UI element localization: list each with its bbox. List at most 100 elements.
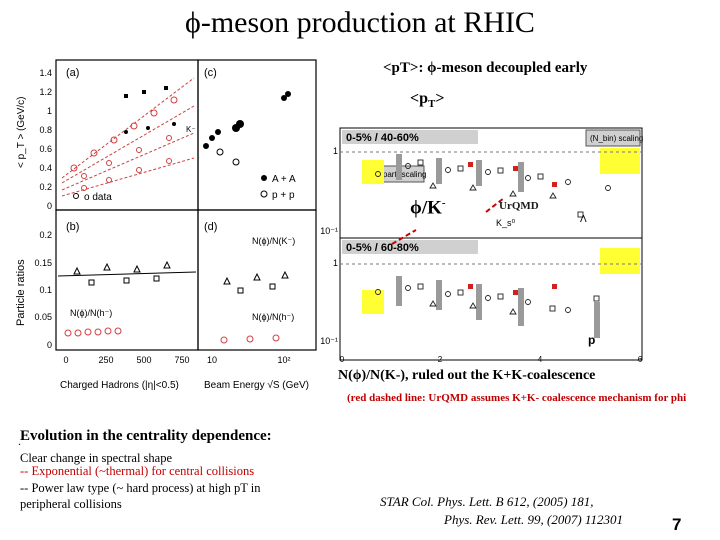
xtick: 10 bbox=[207, 355, 217, 365]
evolution-line-3: -- Power law type (~ hard process) at hi… bbox=[20, 481, 261, 495]
xlabel-charged-hadrons: Charged Hadrons (|η|<0.5) bbox=[60, 380, 179, 391]
red-dashed-note: (red dashed line: UrQMD assumes K+K- coa… bbox=[347, 392, 687, 404]
ytick: 0 bbox=[47, 340, 52, 350]
phi-over-k-sup: - bbox=[441, 197, 446, 209]
phi-over-k-text: ϕ/K bbox=[410, 197, 442, 219]
panel-a-curves bbox=[61, 77, 195, 197]
ytick: 0.2 bbox=[39, 230, 52, 240]
ytick: 1 bbox=[47, 106, 52, 116]
right-figure: 0-5% / 40-60% 0-5% / 60-80% (N_bin) scal… bbox=[318, 126, 648, 364]
left-figure: (a) (c) (b) (d) < p_T > (GeV/c) Particle… bbox=[14, 58, 334, 403]
xtick: 750 bbox=[174, 355, 189, 365]
legend-aa-marker bbox=[261, 175, 267, 181]
legend-phi-h-d: N(ϕ)/N(h⁻) bbox=[252, 312, 294, 322]
panel-d-red-points bbox=[220, 334, 280, 344]
ylabel-mean-pt: < p_T > (GeV/c) bbox=[16, 96, 27, 168]
panel-c-points bbox=[203, 91, 291, 166]
red-dashed-arrow-1 bbox=[391, 229, 417, 245]
xtick: 250 bbox=[98, 355, 113, 365]
ytick: 0 bbox=[47, 201, 52, 211]
legend-phi-k: N(ϕ)/N(K⁻) bbox=[252, 236, 295, 246]
subtitle-mean-pt: <pT> bbox=[410, 90, 444, 110]
bottom-yticks: 0.2 0.15 0.1 0.05 0 bbox=[34, 230, 52, 350]
panel-b-red-points bbox=[64, 327, 122, 337]
legend-data: o data bbox=[84, 192, 112, 203]
ytick: 0.8 bbox=[39, 125, 52, 135]
ytick: 0.15 bbox=[34, 258, 52, 268]
legend-pp: p + p bbox=[272, 190, 295, 201]
rcp-yticks: 1 10⁻¹ 1 10⁻¹ bbox=[320, 146, 338, 346]
subtitle-pt-sub: T bbox=[428, 98, 436, 111]
xtick: 10² bbox=[277, 355, 290, 365]
subtitle-pt-main: <p bbox=[410, 90, 429, 107]
top-panel-label: 0-5% / 40-60% bbox=[346, 132, 419, 144]
xtick: 6 bbox=[638, 355, 643, 363]
red-dashed-arrow-2 bbox=[485, 197, 505, 213]
right-xticks: 10 10² bbox=[207, 355, 291, 365]
k-minus-label: K⁻ bbox=[186, 125, 196, 134]
legend-aa: A + A bbox=[272, 174, 296, 185]
evolution-heading: Evolution in the centrality dependence: bbox=[20, 428, 272, 444]
ytick: 0.1 bbox=[39, 285, 52, 295]
legend-phi-h: N(ϕ)/N(h⁻) bbox=[70, 308, 112, 318]
ytick: 0.6 bbox=[39, 144, 52, 154]
xtick: 4 bbox=[538, 355, 543, 363]
panel-a-label: (a) bbox=[66, 67, 79, 79]
evolution-line-2: -- Exponential (~thermal) for central co… bbox=[20, 464, 255, 478]
subtitle-pt-end: > bbox=[435, 90, 445, 107]
panel-c-frame bbox=[197, 59, 317, 211]
evolution-line-4: peripheral collisions bbox=[20, 497, 122, 511]
ytick: 1 bbox=[333, 146, 338, 156]
panel-d-points bbox=[223, 270, 289, 294]
ytick: 1.2 bbox=[39, 87, 52, 97]
rcp-red-markers bbox=[468, 162, 557, 295]
xtick: 500 bbox=[136, 355, 151, 365]
bottom-yellow-right bbox=[600, 248, 640, 274]
ytick: 10⁻¹ bbox=[320, 336, 338, 346]
top-yellow-left bbox=[362, 160, 384, 184]
xtick: 0 bbox=[340, 355, 345, 363]
rcp-markers bbox=[375, 159, 611, 315]
right-figure-svg: 0-5% / 40-60% 0-5% / 60-80% (N_bin) scal… bbox=[318, 126, 648, 364]
slide-title: ϕ-meson production at RHIC bbox=[185, 6, 535, 39]
ylabel-particle-ratios: Particle ratios bbox=[15, 259, 27, 326]
panel-a-frame bbox=[55, 59, 199, 211]
ytick: 1 bbox=[333, 258, 338, 268]
lambda-label: Λ bbox=[580, 214, 587, 225]
panel-a-points bbox=[70, 96, 178, 191]
bottom-panel-label: 0-5% / 60-80% bbox=[346, 242, 419, 254]
ytick: 1.4 bbox=[39, 68, 52, 78]
rcp-xticks: 0 2 4 6 bbox=[340, 355, 643, 364]
legend-pp-marker bbox=[260, 190, 268, 198]
citation-2: Phys. Rev. Lett. 99, (2007) 112301 bbox=[444, 512, 623, 527]
ytick: 0.2 bbox=[39, 182, 52, 192]
panel-d-frame bbox=[197, 209, 317, 351]
nphi-nk-text: N(ϕ)/N(K-), ruled out the K+K-coalescenc… bbox=[338, 368, 596, 383]
nbin-scaling-box bbox=[585, 129, 641, 147]
left-figure-svg: (a) (c) (b) (d) < p_T > (GeV/c) Particle… bbox=[15, 59, 317, 391]
urqmd-label: UrQMD bbox=[499, 200, 539, 212]
panel-d-label: (d) bbox=[204, 221, 217, 233]
bullet-mark: . bbox=[18, 434, 21, 448]
nbin-scaling-label: (N_bin) scaling bbox=[590, 134, 643, 143]
ytick: 10⁻¹ bbox=[320, 226, 338, 236]
ytick: 0.4 bbox=[39, 163, 52, 173]
legend-data-marker bbox=[73, 193, 79, 199]
rcp-error-bands bbox=[396, 154, 600, 338]
top-yticks: 1.4 1.2 1 0.8 0.6 0.4 0.2 0 bbox=[39, 68, 52, 211]
panel-b-points bbox=[57, 260, 197, 286]
xtick: 0 bbox=[63, 355, 68, 365]
panel-a-black-points bbox=[124, 86, 176, 134]
evolution-line-1: Clear change in spectral shape bbox=[20, 451, 173, 465]
panel-c-label: (c) bbox=[204, 67, 217, 79]
left-xticks: 0 250 500 750 bbox=[63, 355, 189, 365]
citation-1: STAR Col. Phys. Lett. B 612, (2005) 181, bbox=[380, 494, 594, 509]
bottom-yellow-left bbox=[362, 290, 384, 314]
page-number: 7 bbox=[672, 515, 682, 534]
xlabel-beam-energy: Beam Energy √S (GeV) bbox=[204, 379, 309, 391]
phi-over-k-label: ϕ/K- bbox=[410, 197, 446, 219]
ytick: 0.05 bbox=[34, 312, 52, 322]
xtick: 2 bbox=[438, 355, 443, 363]
subtitle-pt-decoupled: <pT>: ϕ-meson decoupled early bbox=[383, 60, 588, 76]
top-header-bar bbox=[342, 130, 478, 144]
